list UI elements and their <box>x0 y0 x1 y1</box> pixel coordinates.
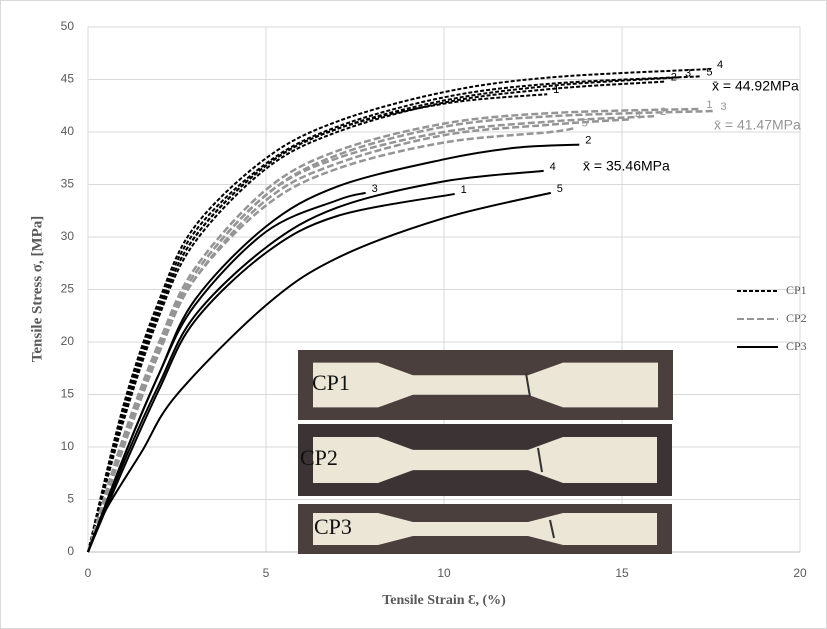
x-tick-label: 20 <box>793 566 807 580</box>
curve-label: 2 <box>585 135 591 147</box>
inset-label: CP2 <box>300 445 338 470</box>
curve-label: 4 <box>550 161 556 173</box>
y-tick-label: 25 <box>61 282 75 296</box>
curve-label: 4 <box>717 59 723 71</box>
mean-annotation: x̄ = 41.47MPa <box>714 117 801 133</box>
x-tick-label: 0 <box>85 566 92 580</box>
curve-label: 2 <box>660 106 666 118</box>
y-tick-label: 45 <box>61 72 75 86</box>
curve-label: 5 <box>582 118 588 130</box>
y-tick-label: 5 <box>67 492 74 506</box>
curve-label: 3 <box>721 101 727 113</box>
curve-label: 1 <box>706 99 712 111</box>
x-tick-label: 15 <box>615 566 629 580</box>
mean-annotation: x̄ = 44.92MPa <box>712 78 799 94</box>
legend-label: CP2 <box>786 311 807 325</box>
y-tick-label: 15 <box>61 387 75 401</box>
chart: Tensile Strain Ɛ, (%) Tensile Stress σ, … <box>0 0 827 629</box>
y-tick-label: 35 <box>61 177 75 191</box>
legend-label: CP1 <box>786 283 807 297</box>
curve-label: 5 <box>706 66 712 78</box>
curve-label: 3 <box>685 67 691 79</box>
y-tick-label: 20 <box>61 334 75 348</box>
legend-label: CP3 <box>786 339 807 353</box>
y-tick-label: 50 <box>61 19 75 33</box>
inset-label: CP3 <box>314 514 352 539</box>
inset-label: CP1 <box>312 370 350 395</box>
curve-label: 1 <box>553 84 559 96</box>
curve-label: 4 <box>635 109 641 121</box>
curve-label: 5 <box>557 183 563 195</box>
x-tick-label: 10 <box>437 566 451 580</box>
curve-label: 2 <box>671 72 677 84</box>
mean-annotation: x̄ = 35.46MPa <box>583 158 670 174</box>
y-tick-label: 10 <box>61 439 75 453</box>
y-tick-label: 0 <box>67 544 74 558</box>
y-tick-label: 30 <box>61 229 75 243</box>
curve-label: 3 <box>372 183 378 195</box>
x-tick-label: 5 <box>263 566 270 580</box>
curve-label: 1 <box>461 184 467 196</box>
y-tick-label: 40 <box>61 124 75 138</box>
x-axis-title: Tensile Strain Ɛ, (%) <box>382 593 506 608</box>
y-axis-title: Tensile Stress σ, [MPa] <box>29 216 45 362</box>
